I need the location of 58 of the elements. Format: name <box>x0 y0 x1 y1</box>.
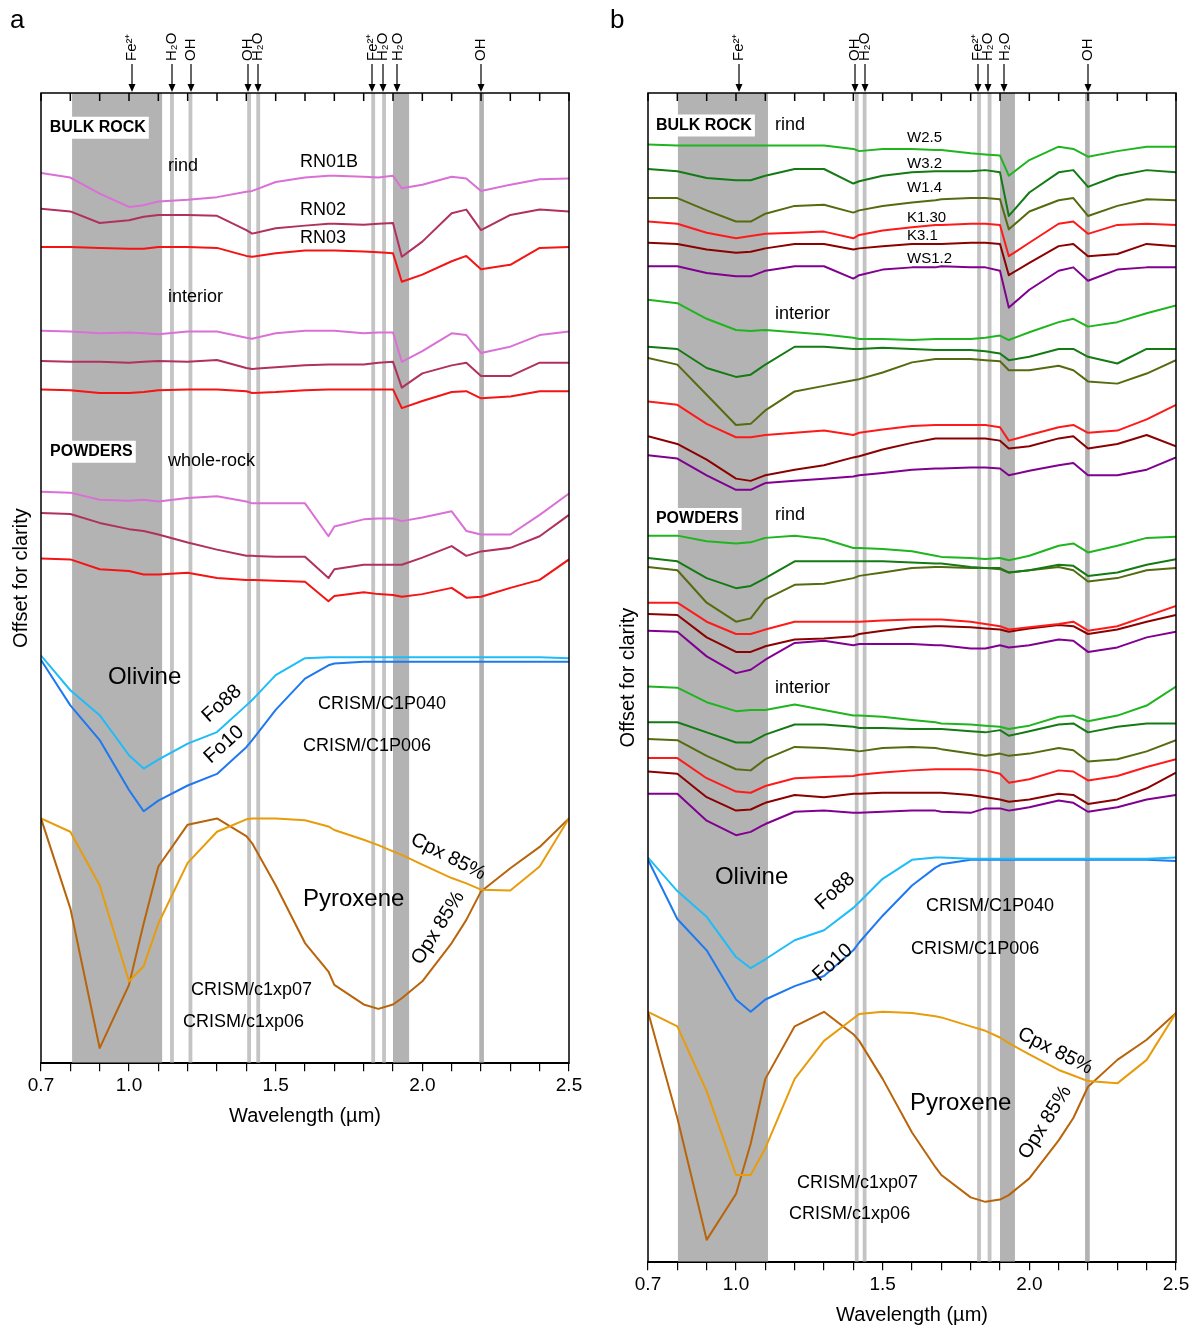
y-axis-title: Offset for clarity <box>8 508 31 648</box>
annotation: CRISM/C1P040 <box>317 692 446 713</box>
x-tick-label: 0.7 <box>634 1272 662 1294</box>
text: OH <box>1078 38 1096 61</box>
annotation: CRISM/c1xp06 <box>789 1203 911 1224</box>
text: BULK ROCK <box>655 115 753 133</box>
x-tick-label: 1.5 <box>262 1073 289 1095</box>
text: Cpx 85% <box>1014 1021 1098 1078</box>
x-tick-label: 1.0 <box>722 1272 750 1294</box>
annotation: interior <box>775 676 831 697</box>
annotation: Pyroxene <box>302 884 405 912</box>
series-label: K1.30 <box>907 208 947 226</box>
annotation: CRISM/C1P006 <box>911 938 1040 959</box>
x-tick-label: 2.0 <box>409 1073 436 1095</box>
x-tick-label: 2.0 <box>1016 1272 1043 1294</box>
series-label: RN03 <box>300 227 347 248</box>
x-tick-label: 2.5 <box>555 1073 583 1095</box>
chart-title: a <box>10 4 25 35</box>
annotation: interior <box>168 285 224 306</box>
series-label: W2.5 <box>907 127 943 145</box>
x-tick-label: 1.0 <box>115 1073 143 1095</box>
annotation: Olivine <box>107 661 182 689</box>
annotation: CRISM/C1P006 <box>302 735 432 756</box>
chart-title: b <box>610 4 625 35</box>
text: Fe²⁺ <box>729 33 747 61</box>
x-axis-title: Wavelength (µm) <box>836 1302 988 1325</box>
text: H₂O <box>161 32 179 61</box>
x-tick-label: 2.5 <box>1162 1272 1190 1294</box>
x-tick-label: 0.7 <box>27 1073 55 1095</box>
series-label: RN02 <box>300 199 347 220</box>
x-tick-label: 1.5 <box>869 1272 896 1294</box>
y-axis-title: Offset for clarity <box>615 607 638 748</box>
annotation: POWDERS <box>655 509 739 527</box>
annotation: CRISM/c1xp07 <box>190 979 312 1000</box>
series-label: W3.2 <box>907 153 943 171</box>
annotation: CRISM/c1xp07 <box>797 1171 919 1192</box>
annotation: rind <box>775 504 806 525</box>
annotation: Olivine <box>714 862 789 890</box>
text: Fe²⁺ <box>122 33 140 61</box>
series-label: K3.1 <box>907 226 938 244</box>
series-label: RN01B <box>300 151 359 172</box>
annotation: rind <box>168 154 199 175</box>
text: OH <box>180 38 198 61</box>
text: OH <box>471 38 489 61</box>
x-axis-title: Wavelength (µm) <box>229 1103 381 1126</box>
annotation: interior <box>775 303 831 324</box>
text: H₂O <box>994 32 1012 61</box>
series-label: W1.4 <box>907 178 943 196</box>
annotation: CRISM/C1P040 <box>926 894 1055 915</box>
series-label: WS1.2 <box>907 248 953 266</box>
annotation: Pyroxene <box>909 1088 1012 1116</box>
annotation: POWDERS <box>50 442 134 460</box>
text: Cpx 85% <box>407 827 491 884</box>
annotation: whole-rock <box>167 449 257 470</box>
text: H₂O <box>387 32 405 61</box>
text: rind <box>775 114 806 135</box>
annotation: CRISM/c1xp06 <box>182 1011 305 1032</box>
text: BULK ROCK <box>49 118 147 136</box>
